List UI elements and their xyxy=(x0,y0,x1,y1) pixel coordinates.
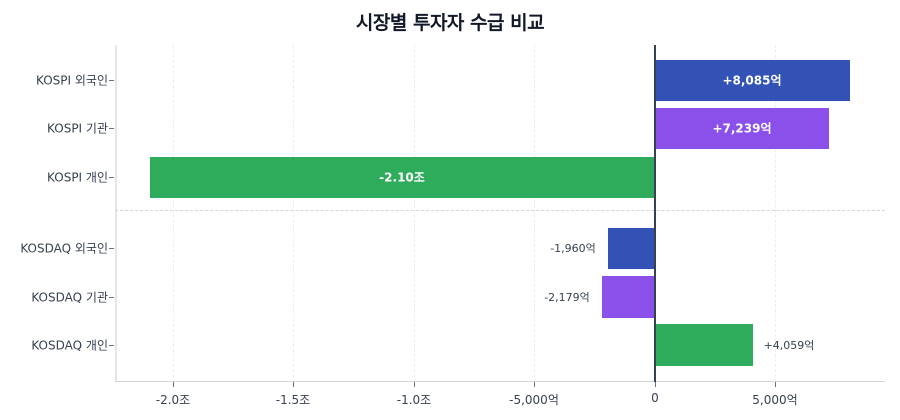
y-tick-label: KOSPI 기관 xyxy=(47,121,108,136)
x-tick-label: -5,000억 xyxy=(509,393,559,407)
x-tick-label: -1.5조 xyxy=(275,393,311,407)
x-tick xyxy=(775,382,776,387)
x-tick xyxy=(293,382,294,387)
x-tick-label: 5,000억 xyxy=(752,393,798,407)
bar-kospi-institution xyxy=(655,108,829,149)
gridline xyxy=(414,45,415,382)
y-tick-label: KOSDAQ 개인 xyxy=(31,338,108,353)
y-tick xyxy=(109,248,114,249)
x-tick-label: -2.0조 xyxy=(155,393,191,407)
value-label: +8,085억 xyxy=(722,73,782,88)
x-tick-label: -1.0조 xyxy=(396,393,432,407)
market-group-divider xyxy=(115,210,885,211)
y-tick xyxy=(109,297,114,298)
bar-kosdaq-institution xyxy=(602,276,655,318)
y-tick-label: KOSDAQ 외국인 xyxy=(20,241,108,256)
x-tick-label: 0 xyxy=(651,391,659,405)
y-tick-label: KOSPI 외국인 xyxy=(36,73,108,88)
value-label: -2,179억 xyxy=(544,291,590,304)
y-tick-label: KOSPI 개인 xyxy=(47,170,108,185)
y-tick xyxy=(109,345,114,346)
x-tick xyxy=(173,382,174,387)
gridline xyxy=(534,45,535,382)
gridline xyxy=(775,45,776,382)
value-label: -1,960억 xyxy=(550,242,596,255)
value-label: +7,239억 xyxy=(712,121,772,136)
gridline xyxy=(293,45,294,382)
bar-kospi-individual xyxy=(150,157,655,198)
y-tick xyxy=(109,177,114,178)
value-label: +4,059억 xyxy=(763,339,815,352)
x-tick xyxy=(534,382,535,387)
y-tick xyxy=(109,80,114,81)
value-label: -2.10조 xyxy=(379,170,425,185)
x-tick xyxy=(655,382,656,387)
gridline xyxy=(173,45,174,382)
chart-title: 시장별 투자자 수급 비교 xyxy=(355,12,545,34)
bar-kosdaq-foreign xyxy=(608,228,655,269)
x-tick xyxy=(414,382,415,387)
bar-kospi-foreign xyxy=(655,60,850,101)
bar-kosdaq-individual xyxy=(655,324,753,366)
zero-line xyxy=(654,45,656,382)
x-axis-line xyxy=(115,381,885,382)
y-tick-label: KOSDAQ 기관 xyxy=(31,290,108,305)
y-tick xyxy=(109,128,114,129)
y-axis-line xyxy=(115,45,117,382)
